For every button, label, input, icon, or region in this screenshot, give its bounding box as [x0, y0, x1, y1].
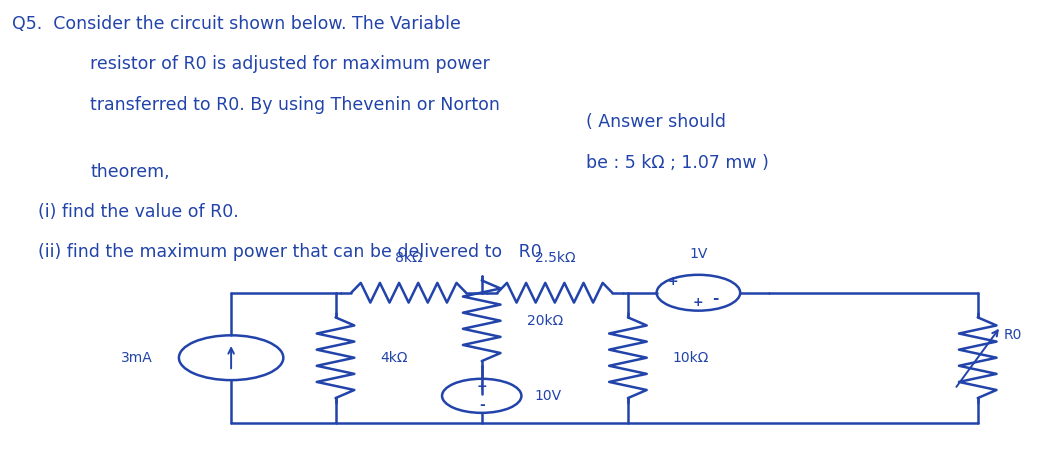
Text: 1V: 1V [689, 247, 708, 262]
Text: resistor of R0 is adjusted for maximum power: resistor of R0 is adjusted for maximum p… [90, 55, 490, 73]
Text: transferred to R0. By using Thevenin or Norton: transferred to R0. By using Thevenin or … [90, 96, 500, 114]
Text: 8kΩ: 8kΩ [395, 251, 422, 265]
Text: -: - [712, 290, 718, 306]
Text: -: - [478, 398, 485, 412]
Text: +: + [668, 276, 678, 289]
Text: Q5.  Consider the circuit shown below. The Variable: Q5. Consider the circuit shown below. Th… [12, 15, 461, 33]
Text: theorem,: theorem, [90, 163, 170, 181]
Text: be : 5 kΩ ; 1.07 mw ): be : 5 kΩ ; 1.07 mw ) [586, 154, 770, 172]
Text: (i) find the value of R0.: (i) find the value of R0. [38, 203, 239, 221]
Text: +: + [476, 380, 487, 393]
Text: ( Answer should: ( Answer should [586, 114, 727, 131]
Text: (ii) find the maximum power that can be delivered to   R0: (ii) find the maximum power that can be … [38, 244, 541, 262]
Text: 2.5kΩ: 2.5kΩ [535, 251, 575, 265]
Text: 4kΩ: 4kΩ [380, 351, 408, 365]
Text: R0: R0 [1004, 328, 1022, 342]
Text: +: + [693, 296, 704, 309]
Text: 3mA: 3mA [121, 351, 153, 365]
Text: 10V: 10V [534, 389, 561, 403]
Text: 10kΩ: 10kΩ [673, 351, 709, 365]
Text: 20kΩ: 20kΩ [527, 314, 563, 328]
